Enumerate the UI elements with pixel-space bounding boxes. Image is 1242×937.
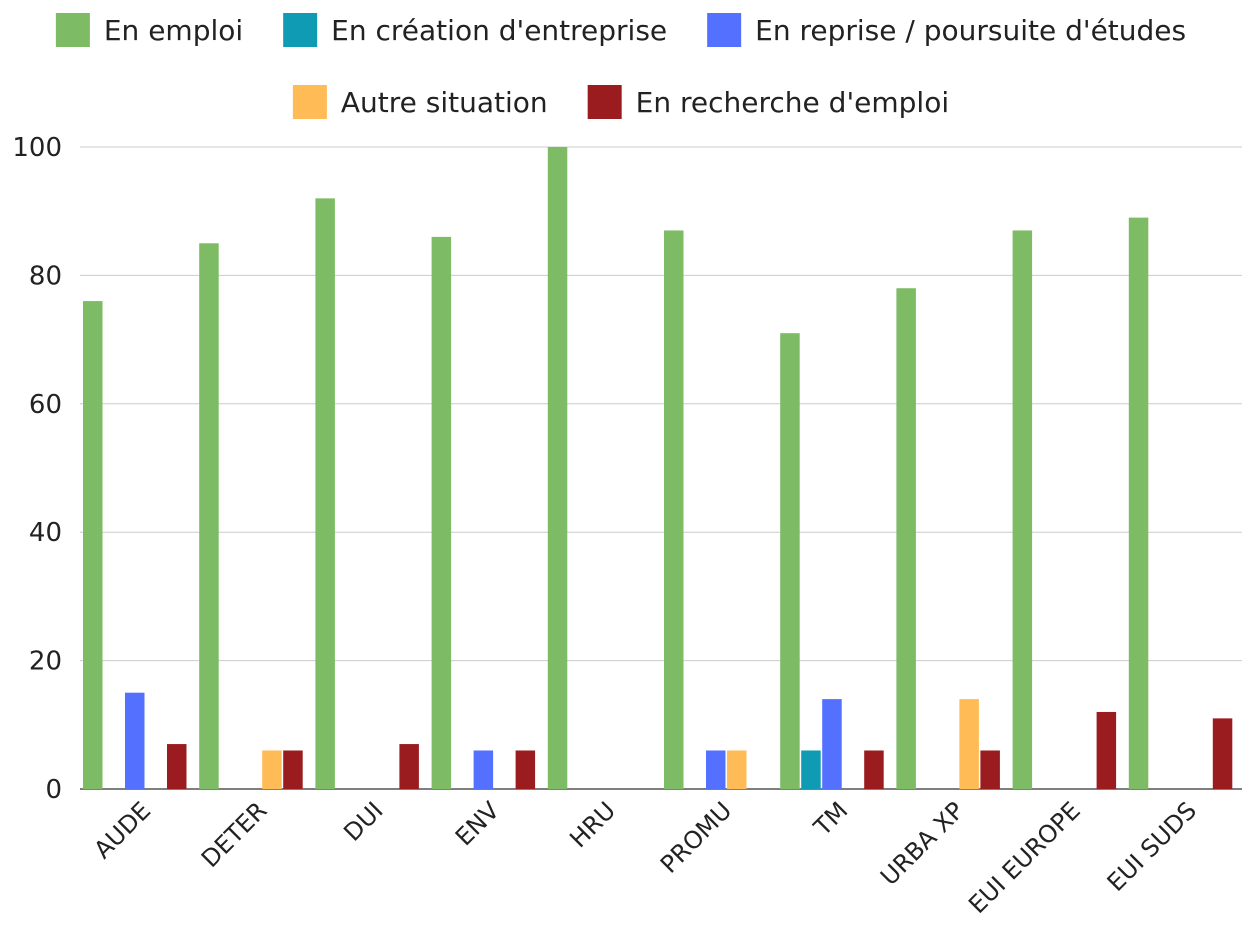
y-tick-label: 40 [29, 518, 62, 548]
x-tick-label: AUDE [89, 796, 157, 864]
bar [706, 750, 726, 789]
x-tick-label: ENV [450, 796, 505, 851]
legend-swatch [292, 85, 327, 119]
bar [262, 750, 282, 789]
bar [896, 288, 916, 789]
bar [283, 750, 303, 789]
legend-label: En recherche d'emploi [636, 86, 949, 119]
bar [727, 750, 747, 789]
x-tick-label: EUI EUROPE [963, 796, 1086, 919]
bar [780, 333, 800, 789]
chart-legend: En emploi En création d'entreprise En repr… [55, 13, 1186, 119]
x-tick-label: EUI SUDS [1102, 796, 1202, 896]
bar [515, 750, 536, 789]
y-tick-label: 0 [45, 775, 62, 805]
bar [959, 699, 979, 789]
bar [1096, 711, 1117, 789]
legend-swatch [707, 13, 742, 47]
legend-label: En reprise / poursuite d'études [755, 14, 1186, 47]
legend-label: En création d'entreprise [331, 14, 667, 47]
gridlines [80, 146, 1242, 790]
bar [199, 243, 219, 790]
bar [315, 198, 335, 790]
x-tick-label: URBA XP [875, 796, 970, 891]
legend-swatch [283, 13, 318, 47]
x-tick-label: PROMU [655, 796, 737, 878]
bar [1212, 718, 1233, 789]
bar [547, 147, 568, 789]
bar [399, 744, 419, 789]
legend-swatch [587, 85, 622, 119]
x-tick-label: HRU [564, 796, 621, 853]
bar [980, 750, 1000, 789]
bar [473, 750, 494, 789]
bar [83, 301, 103, 789]
bar [664, 230, 684, 789]
x-tick-label: TM [808, 796, 854, 842]
y-tick-label: 20 [29, 647, 62, 677]
bar [1128, 217, 1149, 789]
y-tick-label: 80 [29, 261, 62, 291]
bar [167, 744, 187, 789]
y-tick-label: 60 [29, 390, 62, 420]
x-tick-label: DUI [338, 796, 388, 846]
bars [83, 147, 1233, 790]
legend-label: Autre situation [341, 86, 548, 119]
bar [1012, 230, 1033, 789]
y-tick-label: 100 [12, 133, 62, 163]
bar [801, 750, 821, 789]
bar [431, 236, 452, 789]
x-tick-label: DETER [196, 796, 272, 872]
bar [125, 692, 145, 789]
legend-swatch [55, 13, 90, 47]
legend-label: En emploi [104, 14, 243, 47]
bar [864, 750, 884, 789]
y-axis-ticks: 0 20 40 60 80 100 [12, 133, 62, 805]
bar [822, 699, 842, 789]
